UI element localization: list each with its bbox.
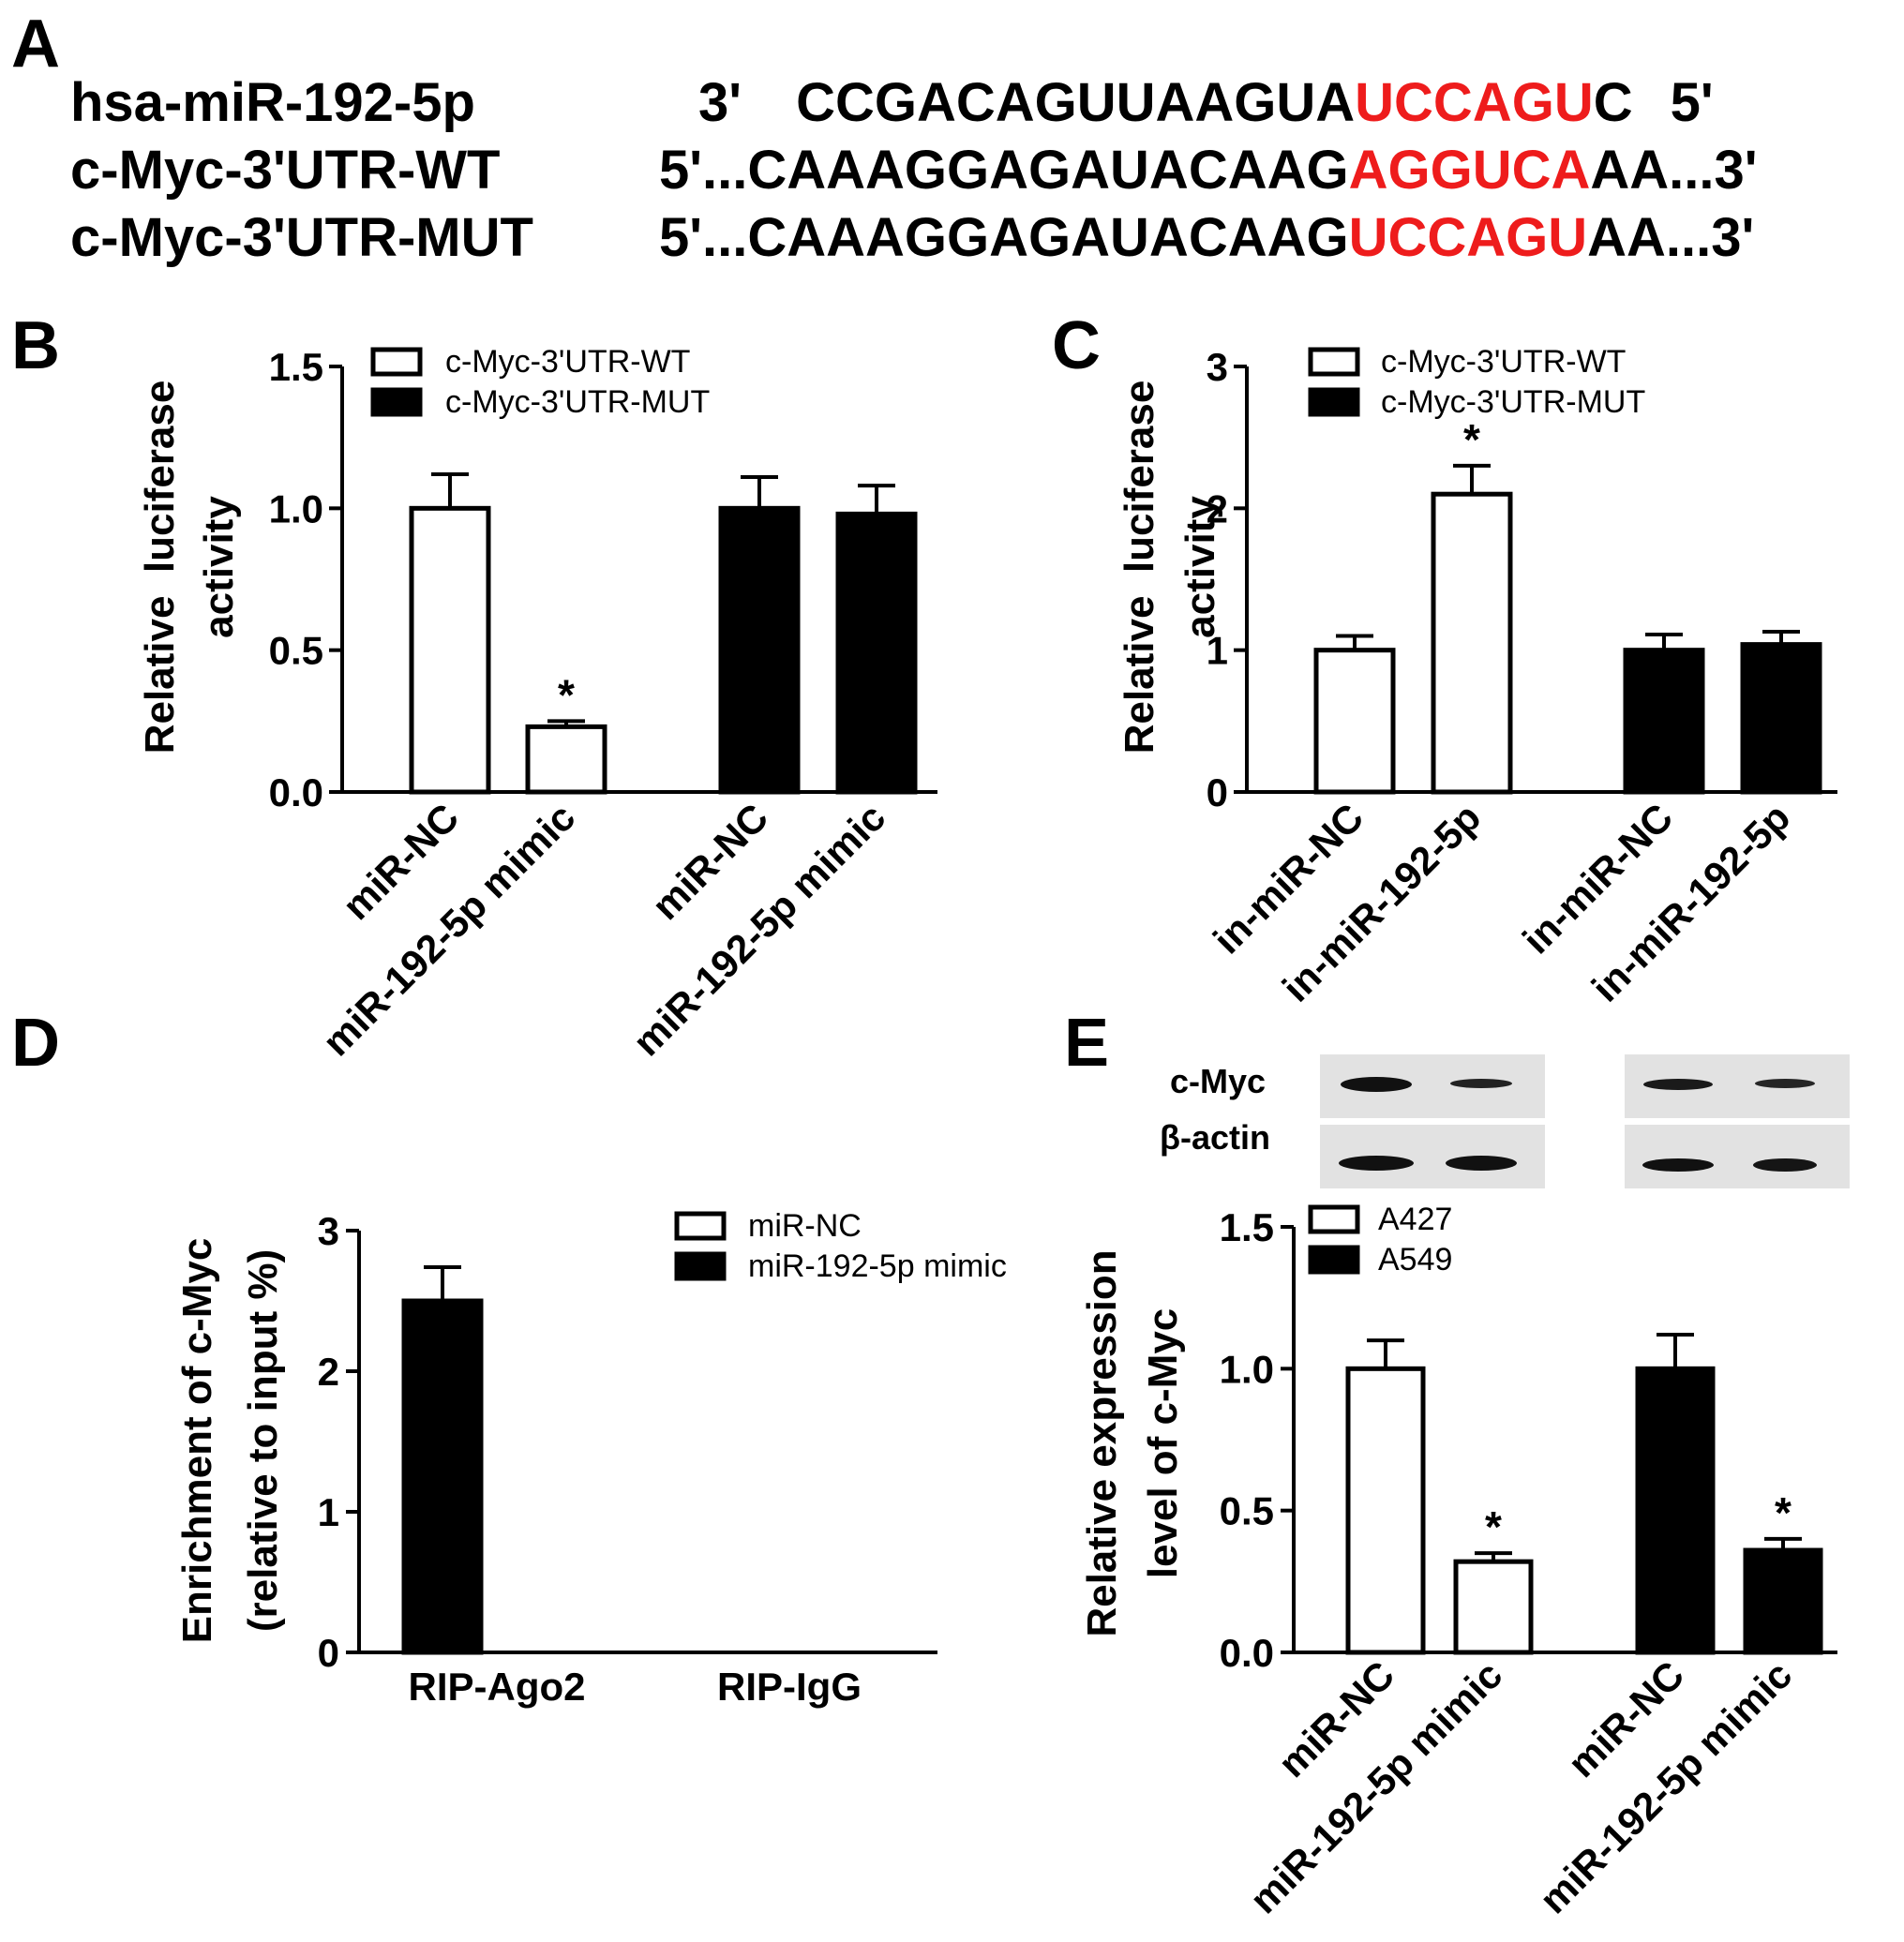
e-legend-swatch — [1308, 1245, 1360, 1275]
c-bar — [1740, 642, 1822, 795]
e-legend-label: A549 — [1378, 1242, 1452, 1277]
e-bar — [1345, 1366, 1426, 1655]
d-y-tick-label: 3 — [318, 1209, 339, 1253]
e-legend-label: A427 — [1378, 1202, 1452, 1237]
e-legend-swatch — [1308, 1204, 1360, 1234]
c-bar — [1431, 491, 1513, 795]
e-y-axis-label: level of c-Myc — [1140, 1308, 1186, 1579]
b-legend-swatch — [370, 347, 423, 377]
seq-wt-body: 5'...CAAAGGAGAUACAAG — [659, 140, 1349, 201]
seq-mut-body: 5'...CAAAGGAGAUACAAG — [659, 207, 1349, 268]
e-y-tick-label: 0.0 — [1220, 1631, 1274, 1675]
d-legend-swatch — [674, 1251, 727, 1281]
b-y-tick-label: 0.0 — [269, 770, 323, 814]
e-bar — [1635, 1366, 1716, 1655]
b-y-tick-label: 0.5 — [269, 629, 323, 673]
b-y-tick-label: 1.5 — [269, 345, 323, 389]
seq-mirna-tail: C — [1593, 72, 1633, 133]
seq-mirna-end-3: 3' — [698, 72, 742, 133]
seq-mut-tail: AA...3' — [1587, 207, 1755, 268]
d-legend-label: miR-NC — [748, 1208, 862, 1244]
d-y-tick-label: 2 — [318, 1350, 339, 1394]
seq-wt-tail: AA...3' — [1590, 140, 1758, 201]
e-y-axis-label: Relative expression — [1079, 1249, 1125, 1636]
e-y-tick-label: 1.0 — [1220, 1347, 1274, 1391]
b-legend-label: c-Myc-3'UTR-WT — [445, 344, 690, 380]
b-significance: * — [558, 670, 575, 719]
c-significance: * — [1463, 415, 1480, 464]
c-bar — [1623, 648, 1705, 795]
seq-wt-site: AGGUCA — [1348, 140, 1591, 201]
panel-letter-d: D — [11, 1006, 60, 1081]
d-y-tick-label: 0 — [318, 1631, 339, 1675]
blot-box-a549-actin — [1625, 1125, 1850, 1188]
c-category-label: in-miR-192-5p — [1274, 795, 1490, 1010]
band-a549-mimic-actin — [1753, 1158, 1817, 1172]
d-y-axis-label: (relative to input %) — [240, 1249, 286, 1632]
blot-image — [1320, 1054, 1850, 1190]
c-bar — [1313, 648, 1396, 795]
band-a427-mimic-cmyc — [1450, 1079, 1512, 1088]
b-y-axis-label: Relative luciferase — [137, 381, 183, 754]
band-a427-mimic-actin — [1446, 1156, 1517, 1171]
blot-label-bactin: β-actin — [1160, 1118, 1270, 1157]
c-y-tick-label: 1 — [1207, 629, 1228, 673]
e-bar — [1743, 1547, 1823, 1655]
blot-svg — [1320, 1054, 1850, 1188]
panel-letter-e: E — [1064, 1006, 1110, 1081]
e-significance: * — [1485, 1502, 1502, 1551]
b-bar — [718, 505, 801, 795]
band-a549-mimic-cmyc — [1755, 1079, 1815, 1088]
seq-mut: 5'...CAAAGGAGAUACAAGUCCAGUAA...3' — [659, 206, 1754, 269]
c-legend-swatch — [1308, 347, 1360, 377]
e-y-tick-label: 1.5 — [1220, 1205, 1274, 1249]
blot-box-a427-actin — [1320, 1125, 1545, 1188]
seq-label-mut: c-Myc-3'UTR-MUT — [70, 207, 533, 268]
b-bar — [409, 505, 491, 795]
c-y-axis-label: activity — [1177, 496, 1223, 638]
band-a427-nc-actin — [1339, 1156, 1414, 1171]
seq-label-wt: c-Myc-3'UTR-WT — [70, 140, 501, 201]
c-y-tick-label: 3 — [1207, 345, 1228, 389]
c-y-tick-label: 2 — [1207, 486, 1228, 530]
seq-mirna-body: CCGACAGUUAAGUA — [796, 72, 1356, 133]
d-legend-label: miR-192-5p mimic — [748, 1248, 1007, 1284]
b-legend-label: c-Myc-3'UTR-MUT — [445, 384, 710, 420]
d-legend-swatch — [674, 1211, 727, 1241]
panel-a: A hsa-miR-192-5p c-Myc-3'UTR-WT c-Myc-3'… — [0, 0, 1904, 300]
panel-letter-b: B — [11, 308, 60, 383]
band-a427-nc-cmyc — [1341, 1077, 1412, 1092]
seq-mut-site: UCCAGU — [1348, 207, 1588, 268]
b-y-tick-label: 1.0 — [269, 486, 323, 530]
seq-wt: 5'...CAAAGGAGAUACAAGAGGUCAAA...3' — [659, 139, 1758, 202]
d-bar — [401, 1298, 484, 1655]
b-bar — [525, 724, 607, 795]
e-significance: * — [1775, 1488, 1792, 1537]
c-legend-swatch — [1308, 387, 1360, 417]
seq-label-mirna: hsa-miR-192-5p — [70, 72, 475, 133]
c-category-label: in-miR-192-5p — [1583, 795, 1799, 1010]
c-legend-label: c-Myc-3'UTR-MUT — [1381, 384, 1645, 420]
panel-letter-a: A — [11, 7, 60, 82]
seq-mirna: 3' CCGACAGUUAAGUAUCCAGUC 5' — [698, 71, 1714, 134]
d-group-label: RIP-IgG — [717, 1665, 862, 1709]
seq-mirna-seed: UCCAGU — [1355, 72, 1594, 133]
b-bar — [835, 511, 918, 795]
b-y-axis-label: activity — [196, 496, 242, 638]
band-a549-nc-cmyc — [1643, 1079, 1713, 1090]
e-bar — [1453, 1559, 1534, 1655]
d-y-tick-label: 1 — [318, 1490, 339, 1534]
d-group-label: RIP-Ago2 — [409, 1665, 586, 1709]
d-y-axis-label: Enrichment of c-Myc — [174, 1238, 220, 1644]
c-legend-label: c-Myc-3'UTR-WT — [1381, 344, 1626, 380]
seq-mirna-end-5: 5' — [1670, 72, 1714, 133]
c-y-axis-label: Relative luciferase — [1117, 381, 1162, 754]
e-y-tick-label: 0.5 — [1220, 1489, 1274, 1533]
c-y-tick-label: 0 — [1207, 770, 1228, 814]
band-a549-nc-actin — [1642, 1158, 1714, 1172]
blot-label-cmyc: c-Myc — [1170, 1062, 1267, 1100]
panel-letter-c: C — [1052, 308, 1101, 383]
b-legend-swatch — [370, 387, 423, 417]
